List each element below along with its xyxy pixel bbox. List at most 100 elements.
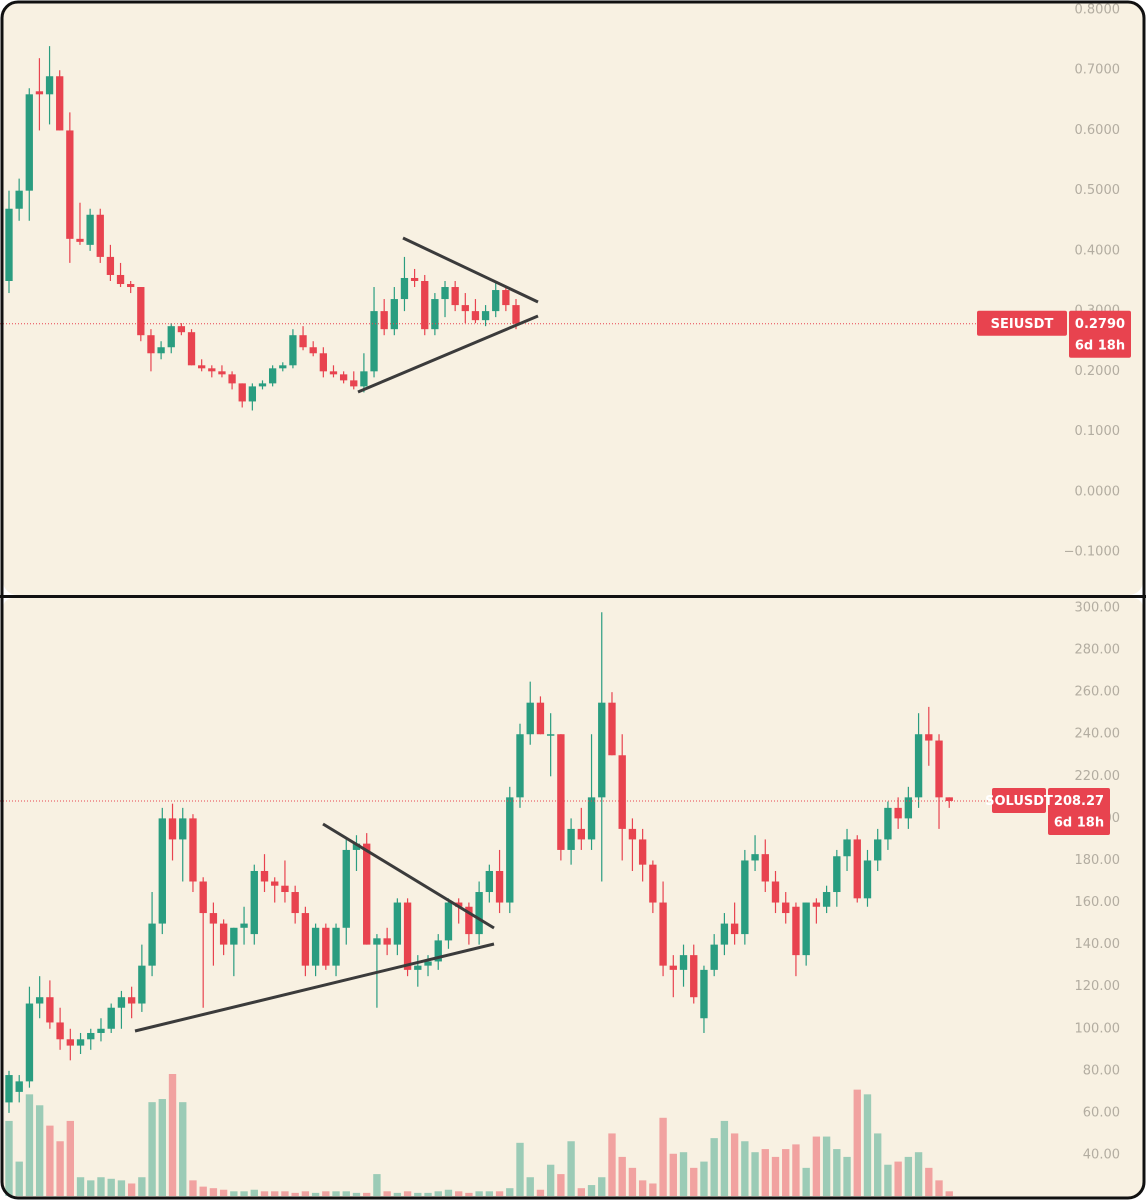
candle-body bbox=[945, 797, 953, 801]
candle-body bbox=[363, 843, 371, 945]
candle-body bbox=[289, 335, 297, 366]
y-tick-label: 0.6000 bbox=[1075, 123, 1121, 138]
volume-bar bbox=[792, 1144, 800, 1196]
volume-bar bbox=[291, 1192, 299, 1196]
candle-body bbox=[444, 902, 453, 941]
volume-bar bbox=[741, 1141, 749, 1196]
candle-body bbox=[127, 284, 135, 288]
y-tick-label: 0.2000 bbox=[1075, 364, 1121, 379]
candle-body bbox=[526, 702, 534, 735]
candle-body bbox=[659, 902, 667, 966]
panel-solusdt: 300.00280.00260.00240.00220.00200.00180.… bbox=[0, 601, 1121, 1196]
volume-bar bbox=[281, 1191, 289, 1196]
candle-body bbox=[690, 955, 698, 998]
candle-body bbox=[904, 797, 913, 819]
volume-bar bbox=[771, 1156, 780, 1196]
candle-body bbox=[410, 277, 419, 281]
candle-body bbox=[189, 818, 197, 882]
candle-body bbox=[471, 311, 480, 321]
price-tag bbox=[1069, 310, 1131, 358]
y-tick-label: 60.00 bbox=[1083, 1105, 1120, 1120]
volume-bar bbox=[127, 1183, 136, 1196]
candle-body bbox=[76, 238, 84, 242]
volume-bar bbox=[577, 1188, 585, 1196]
candle-body bbox=[138, 965, 146, 1004]
candle-body bbox=[802, 902, 810, 956]
candle-body bbox=[863, 860, 872, 899]
volume-bar bbox=[506, 1188, 514, 1196]
y-tick-label: 220.00 bbox=[1075, 769, 1121, 784]
volume-bar bbox=[66, 1120, 74, 1196]
volume-bar bbox=[5, 1120, 13, 1196]
volume-bar bbox=[628, 1167, 637, 1196]
candle-body bbox=[546, 734, 555, 736]
trend-line bbox=[357, 314, 539, 394]
volume-bar bbox=[199, 1186, 207, 1196]
candle-body bbox=[127, 997, 136, 1004]
candle-body bbox=[894, 807, 902, 819]
last-price: 208.27 bbox=[1054, 794, 1104, 809]
volume-bar bbox=[230, 1191, 238, 1196]
candle-body bbox=[853, 839, 861, 899]
candle-body bbox=[475, 892, 483, 935]
volume-bar bbox=[904, 1156, 913, 1196]
trend-line bbox=[322, 822, 495, 930]
volume-bar bbox=[833, 1149, 841, 1196]
volume-bar bbox=[87, 1180, 95, 1196]
candle-body bbox=[198, 365, 206, 369]
candle-body bbox=[309, 347, 317, 354]
candle-body bbox=[700, 969, 708, 1019]
volume-bar bbox=[751, 1152, 759, 1196]
volume-bar bbox=[495, 1191, 504, 1196]
volume-bar bbox=[894, 1161, 902, 1196]
candle-body bbox=[843, 839, 851, 857]
candle-body bbox=[260, 870, 269, 882]
candle-body bbox=[822, 892, 831, 907]
volume-bar bbox=[925, 1167, 933, 1196]
candle-body bbox=[441, 287, 449, 300]
symbol-tag bbox=[977, 310, 1067, 336]
candle-body bbox=[370, 311, 378, 372]
volume-bar bbox=[352, 1192, 361, 1196]
candle-body bbox=[431, 299, 439, 330]
volume-bar bbox=[812, 1136, 821, 1196]
candle-body bbox=[106, 256, 115, 275]
volume-bar bbox=[189, 1180, 197, 1196]
candle-body bbox=[495, 870, 504, 903]
candle-body bbox=[329, 371, 338, 375]
candle-body bbox=[168, 818, 177, 840]
candle-body bbox=[741, 860, 749, 935]
volume-bar bbox=[25, 1094, 34, 1196]
y-tick-label: 240.00 bbox=[1075, 727, 1121, 742]
candle-body bbox=[414, 965, 422, 970]
volume-bar bbox=[485, 1191, 494, 1196]
candle-body bbox=[383, 938, 391, 945]
candle-body bbox=[35, 997, 44, 1004]
candle-body bbox=[219, 923, 228, 945]
y-tick-label: 0.0000 bbox=[1075, 484, 1121, 499]
candle-body bbox=[874, 839, 882, 861]
candle-body bbox=[332, 927, 340, 966]
trend-line bbox=[402, 236, 539, 304]
candle-body bbox=[86, 214, 94, 245]
candle-body bbox=[373, 938, 381, 945]
volume-bar bbox=[516, 1142, 524, 1196]
candle-body bbox=[598, 702, 606, 798]
y-tick-label: 160.00 bbox=[1075, 895, 1121, 910]
volume-bar bbox=[117, 1180, 126, 1196]
candle-body bbox=[230, 927, 238, 945]
countdown: 6d 18h bbox=[1054, 815, 1104, 830]
symbol-tag bbox=[992, 787, 1046, 813]
volume-bar bbox=[138, 1177, 146, 1196]
y-tick-label: 40.00 bbox=[1083, 1148, 1120, 1163]
candle-body bbox=[268, 368, 277, 384]
volume-bar bbox=[945, 1191, 953, 1196]
countdown: 6d 18h bbox=[1075, 338, 1125, 353]
candle-body bbox=[720, 923, 729, 945]
candle-body bbox=[279, 365, 287, 369]
candle-body bbox=[187, 332, 196, 366]
y-tick-label: −0.1000 bbox=[1064, 545, 1120, 560]
y-tick-label: 0.7000 bbox=[1075, 63, 1121, 78]
